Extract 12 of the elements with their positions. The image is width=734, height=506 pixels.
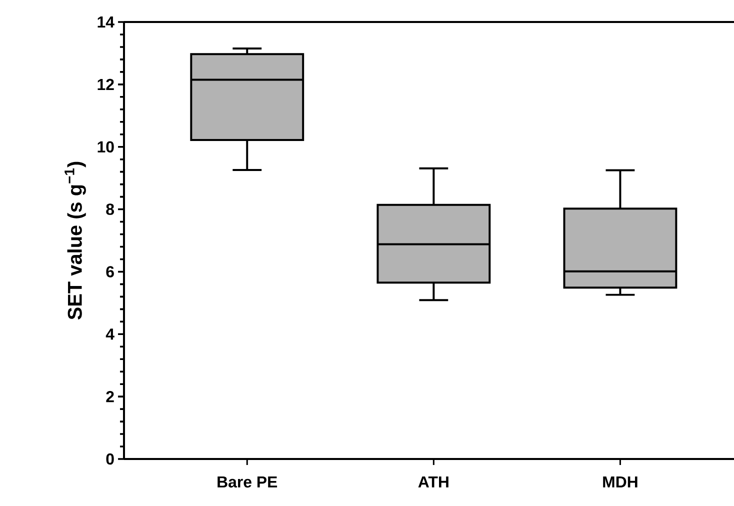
y-axis-title: SET value (s g$^{−1}$) [64, 162, 86, 320]
y-tick-label: 8 [106, 204, 114, 215]
y-tick-label: 6 [106, 266, 114, 278]
y-tick-label: 0 [106, 453, 114, 465]
y-tick-label: 10 [98, 141, 114, 152]
y-tick-label: 4 [106, 328, 114, 340]
x-tick-label: Bare PE [218, 476, 278, 488]
x-tick-label: ATH [418, 476, 448, 488]
x-tick-label: MDH [603, 476, 638, 488]
y-tick-label: 12 [98, 78, 114, 90]
y-tick-label: 2 [106, 391, 114, 402]
y-tick-label: 14 [98, 16, 114, 28]
